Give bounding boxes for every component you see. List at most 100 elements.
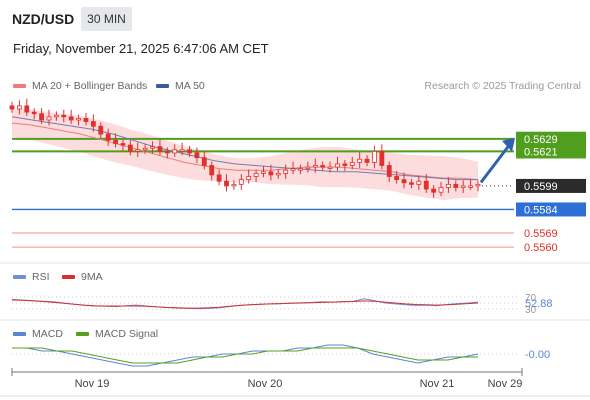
candle	[364, 155, 370, 167]
candle	[231, 180, 237, 190]
candle	[194, 147, 200, 164]
candle	[305, 161, 311, 173]
candle-body	[61, 114, 67, 118]
candle-body	[320, 165, 326, 168]
candle	[83, 112, 89, 126]
macd-signal-line	[12, 347, 478, 364]
candle-body	[312, 165, 318, 168]
level-label-pivot-3: 0.5584	[524, 204, 558, 216]
candle	[327, 161, 333, 173]
bollinger-band-area	[12, 109, 478, 201]
candle	[216, 169, 222, 186]
candle	[475, 180, 481, 192]
candle-body	[335, 163, 340, 168]
candle-body	[327, 166, 333, 169]
candle-body	[283, 169, 289, 174]
candle	[53, 111, 59, 121]
candles-layer	[9, 98, 481, 198]
legend-ma20: MA 20 + Bollinger Bands	[13, 80, 147, 92]
candle-body	[172, 149, 178, 154]
candle-body	[142, 147, 148, 151]
candle	[283, 164, 289, 179]
candle-body	[275, 172, 281, 176]
candle-body	[364, 158, 370, 163]
timeframe-button[interactable]: 30 MIN	[81, 7, 132, 31]
candle-body	[416, 180, 422, 185]
candle	[335, 156, 340, 172]
candle-body	[268, 171, 274, 176]
candle-body	[431, 188, 437, 193]
symbol-title: NZD/USD	[12, 11, 75, 27]
candle	[105, 128, 111, 146]
candle-body	[209, 165, 215, 176]
candle	[298, 164, 303, 175]
candle	[379, 144, 385, 170]
candle	[120, 139, 126, 151]
candle	[357, 152, 363, 168]
legend-rsi-label: RSI	[32, 271, 50, 283]
candle	[446, 177, 451, 193]
candle-body	[460, 185, 466, 188]
chart-datetime: Friday, November 21, 2025 6:47:06 AM CET	[13, 41, 269, 56]
candle	[268, 164, 274, 181]
candle-body	[150, 146, 155, 149]
candle	[342, 160, 348, 172]
level-label-box-3	[516, 202, 586, 217]
candle-body	[379, 150, 385, 166]
candle	[16, 100, 22, 115]
forecast-arrow-head-icon	[502, 137, 515, 152]
candle-body	[423, 180, 429, 190]
level-label-support-4: 0.5569	[524, 228, 558, 240]
time-axis: Nov 19 Nov 20 Nov 21 Nov 29	[0, 368, 590, 397]
ma50-line	[11, 116, 478, 181]
candle-body	[372, 150, 377, 163]
time-tick-0: Nov 19	[75, 378, 110, 390]
candle-body	[194, 152, 200, 159]
candle	[438, 181, 444, 197]
candle	[320, 161, 326, 172]
candle	[9, 101, 15, 113]
candle	[150, 141, 155, 154]
levels-layer	[12, 137, 514, 248]
candle	[209, 161, 215, 181]
candle	[238, 174, 244, 190]
candle	[90, 114, 96, 132]
candle-body	[438, 187, 444, 193]
candle	[201, 150, 207, 170]
candle	[246, 169, 252, 184]
candle	[349, 156, 355, 170]
candle-body	[90, 121, 96, 127]
candle	[135, 142, 141, 157]
legend-macd-signal-label: MACD Signal	[95, 328, 159, 340]
level-label-current-2: 0.5599	[524, 181, 558, 193]
candle-body	[31, 111, 37, 115]
candle	[179, 142, 185, 156]
ma20-line	[11, 122, 479, 181]
candle	[290, 161, 296, 175]
candle-body	[298, 168, 303, 171]
candle	[468, 178, 474, 190]
bollinger-bands-layer	[12, 109, 478, 201]
candle	[172, 144, 178, 157]
time-tick-1: Nov 20	[248, 378, 283, 390]
candle-body	[216, 174, 222, 182]
rsi-ma-line	[11, 299, 479, 309]
moving-averages-layer	[11, 116, 479, 181]
candle	[164, 147, 170, 159]
candle-body	[394, 176, 400, 181]
candle-body	[446, 183, 451, 188]
candle-body	[157, 146, 163, 152]
candle-body	[83, 118, 89, 122]
candle-body	[357, 158, 363, 163]
candle	[31, 108, 37, 120]
ma50-swatch-icon	[156, 84, 169, 89]
legend-rsi9: 9MA	[62, 271, 103, 283]
candle	[253, 169, 259, 182]
candle-body	[261, 171, 266, 174]
macd-panel: -0.00	[0, 319, 590, 367]
candle	[423, 174, 429, 193]
candle-body	[76, 118, 81, 121]
candle-body	[164, 150, 170, 154]
